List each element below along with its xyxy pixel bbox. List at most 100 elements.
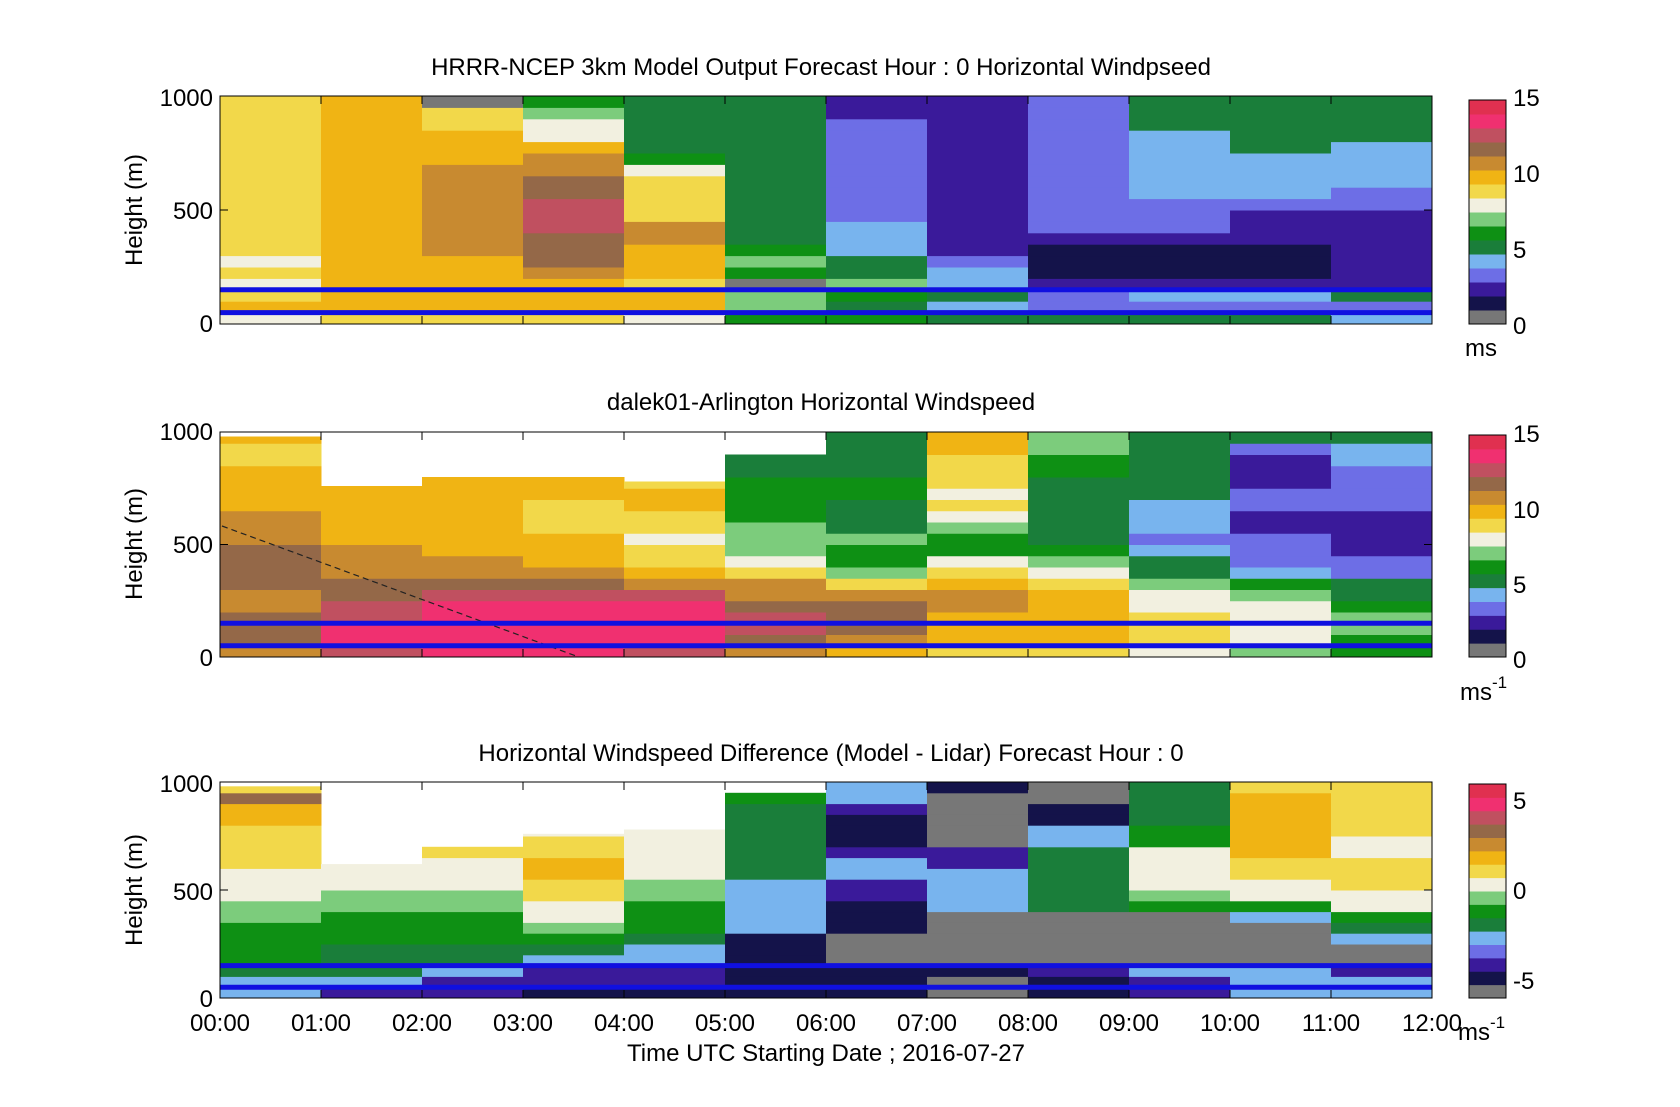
heatmap-cell — [1028, 454, 1130, 467]
heatmap-cell — [1028, 965, 1130, 977]
heatmap-cell — [422, 555, 524, 568]
heatmap-cell — [523, 836, 625, 848]
heatmap-cell — [826, 510, 928, 523]
heatmap-cell — [1028, 846, 1130, 859]
heatmap-cell — [1028, 900, 1130, 913]
heatmap-cell — [826, 118, 928, 131]
heatmap-cell — [624, 567, 726, 579]
heatmap-cell — [1028, 278, 1130, 291]
heatmap-cell — [523, 96, 625, 108]
heatmap-cell — [1129, 623, 1231, 635]
heatmap-cell — [624, 589, 726, 602]
heatmap-cell — [1230, 96, 1332, 108]
heatmap-cell — [422, 911, 524, 923]
heatmap-cell — [1129, 846, 1231, 859]
heatmap-cell — [826, 499, 928, 512]
heatmap-cell — [523, 954, 625, 967]
heatmap-cell — [624, 130, 726, 143]
heatmap-cell — [624, 836, 726, 848]
heatmap-cell — [321, 301, 423, 314]
heatmap-cell — [826, 623, 928, 635]
heatmap-cell — [1028, 289, 1130, 302]
heatmap-cell — [1331, 857, 1433, 869]
heatmap-cell — [321, 499, 423, 512]
heatmap-cell — [725, 567, 827, 579]
heatmap-cell — [826, 522, 928, 534]
heatmap-cell — [1129, 589, 1231, 602]
heatmap-cell — [1230, 175, 1332, 188]
heatmap-cell — [1129, 857, 1231, 869]
heatmap-cell — [422, 589, 524, 602]
x-tick-label: 00:00 — [190, 1010, 250, 1037]
heatmap-cell — [220, 645, 322, 658]
heatmap-cell — [1331, 933, 1433, 945]
heatmap-cell — [1331, 278, 1433, 291]
heatmap-cell — [422, 612, 524, 624]
heatmap-cell — [321, 589, 423, 602]
heatmap-cell — [220, 477, 322, 489]
heatmap-cell — [1129, 782, 1231, 794]
colorbar-segment — [1469, 504, 1506, 519]
heatmap-cell — [1230, 825, 1332, 837]
heatmap-cell — [927, 868, 1029, 880]
heatmap-cell — [624, 944, 726, 956]
heatmap-cell — [1129, 544, 1231, 557]
heatmap-cell — [422, 96, 524, 108]
heatmap-cell — [220, 890, 322, 902]
heatmap-cell — [220, 803, 322, 815]
heatmap-cell — [523, 510, 625, 523]
heatmap-cell — [1129, 825, 1231, 837]
heatmap-cell — [826, 803, 928, 815]
x-tick-label: 11:00 — [1302, 1010, 1360, 1037]
colorbar-tick-label: 5 — [1513, 572, 1526, 599]
heatmap-cell — [523, 868, 625, 880]
heatmap-cell — [523, 555, 625, 568]
heatmap-cell — [1230, 289, 1332, 302]
heatmap-cell — [1129, 965, 1231, 977]
heatmap-cell — [321, 278, 423, 291]
heatmap-cell — [1129, 96, 1231, 108]
heatmap-cell — [927, 623, 1029, 635]
heatmap-cell — [927, 107, 1029, 120]
heatmap-cell — [927, 846, 1029, 859]
heatmap-cell — [725, 857, 827, 869]
heatmap-cell — [220, 544, 322, 557]
heatmap-cell — [220, 255, 322, 268]
colorbar-tick-label: 10 — [1513, 161, 1540, 188]
heatmap-cell — [1129, 477, 1231, 489]
heatmap-cell — [725, 803, 827, 815]
heatmap-cell — [1028, 510, 1130, 523]
heatmap-cell — [321, 864, 423, 869]
heatmap-cell — [624, 267, 726, 279]
heatmap-cell — [1331, 118, 1433, 131]
heatmap-cell — [220, 175, 322, 188]
heatmap-cell — [220, 846, 322, 859]
heatmap-cell — [523, 944, 625, 956]
heatmap-cell — [1331, 879, 1433, 891]
heatmap-cell — [1230, 879, 1332, 891]
heatmap-cell — [1028, 836, 1130, 848]
heatmap-cell — [826, 289, 928, 302]
heatmap-cell — [624, 255, 726, 268]
heatmap-cell — [321, 486, 423, 489]
heatmap-cell — [422, 846, 524, 859]
y-tick-label: 1000 — [160, 85, 213, 112]
heatmap-cell — [826, 634, 928, 647]
heatmap-cell — [1331, 922, 1433, 934]
heatmap-cell — [220, 567, 322, 579]
heatmap-cell — [523, 301, 625, 314]
heatmap-cell — [321, 533, 423, 545]
heatmap-cell — [422, 499, 524, 512]
heatmap-cell — [523, 221, 625, 234]
heatmap-cell — [1230, 803, 1332, 815]
heatmap-cell — [1129, 555, 1231, 568]
y-tick-label: 0 — [200, 986, 213, 1013]
heatmap-cell — [624, 107, 726, 120]
heatmap-cell — [1129, 187, 1231, 200]
heatmap-cell — [1129, 533, 1231, 545]
heatmap-cell — [725, 589, 827, 602]
heatmap-cell — [1230, 792, 1332, 805]
heatmap-cell — [321, 267, 423, 279]
heatmap-cell — [1028, 164, 1130, 177]
heatmap-cell — [1331, 782, 1433, 794]
